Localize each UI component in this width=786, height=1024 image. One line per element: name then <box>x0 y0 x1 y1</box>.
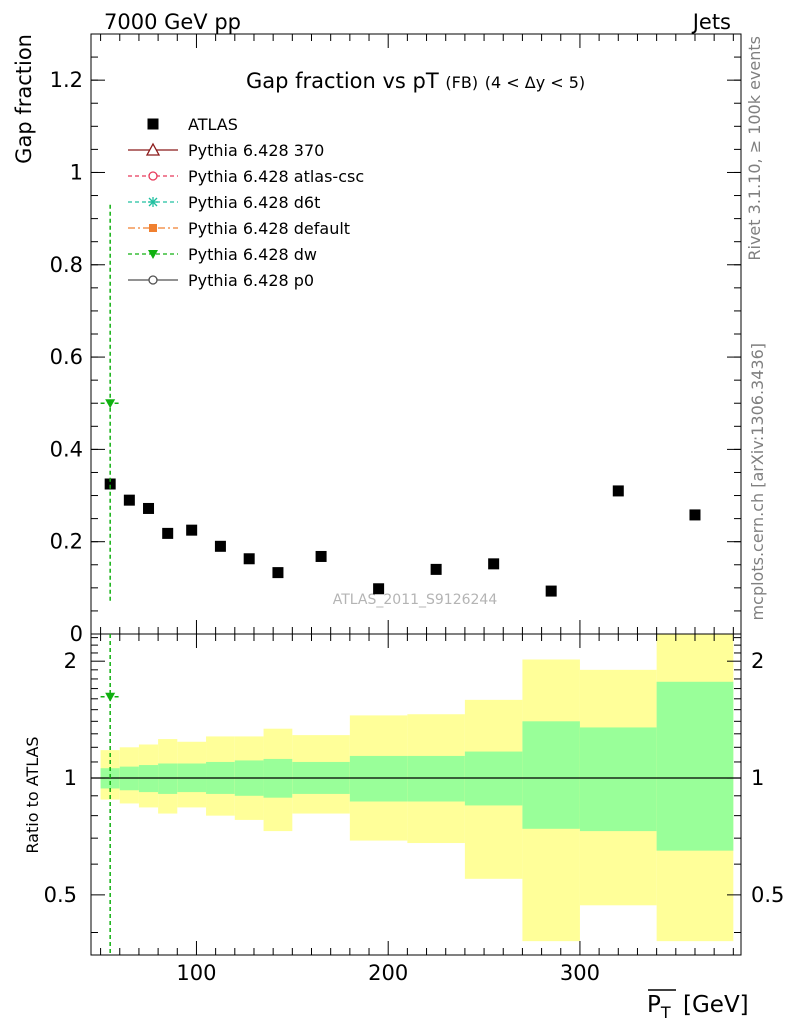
inner-band-bin <box>656 681 734 851</box>
main-ylabel: Gap fraction <box>12 34 36 164</box>
legend-marker-data <box>147 118 159 130</box>
legend-entry-atlascsc: Pythia 6.428 atlas-csc <box>128 167 364 186</box>
atlas-data-point <box>104 478 116 490</box>
legend-entry-dw: Pythia 6.428 dw <box>128 245 317 264</box>
main-y-tick-label: 0.6 <box>50 345 83 369</box>
legend-marker-default <box>149 224 157 232</box>
main-y-tick-label: 0 <box>70 622 83 646</box>
legend-entry-d6t: Pythia 6.428 d6t <box>128 193 320 212</box>
main-y-tick-label: 0.4 <box>50 437 83 461</box>
atlas-data-point <box>315 550 327 562</box>
dw-data-point <box>105 399 116 409</box>
legend-marker-atlascsc <box>148 171 158 181</box>
inner-band-bin <box>158 763 178 794</box>
x-axis-label-unit: [GeV] <box>683 992 749 1018</box>
main-title-sub: (FB) <box>445 73 478 92</box>
rivet-label: Rivet 3.1.10, ≥ 100k events <box>745 36 764 261</box>
atlas-data-point <box>162 527 174 539</box>
ratio-uncertainty-bands <box>91 634 741 942</box>
main-title: Gap fraction vs pT (FB) (4 < Δy < 5) <box>246 69 585 93</box>
legend-label-d6t: Pythia 6.428 d6t <box>188 193 320 212</box>
ratio-y-tick-label-right: 1 <box>751 766 764 790</box>
header-left: 7000 GeV pp <box>104 10 241 34</box>
x-tick-label: 200 <box>368 961 408 985</box>
legend-label-data: ATLAS <box>188 115 238 134</box>
atlas-data-point <box>430 563 442 575</box>
dw-ratio-point <box>105 692 116 702</box>
legend-label-default: Pythia 6.428 default <box>188 219 350 238</box>
inner-band-bin <box>349 755 408 802</box>
mcplots-label: mcplots.cern.ch [arXiv:1306.3436] <box>748 343 767 620</box>
atlas-data-point <box>123 494 135 506</box>
legend-entry-p370: Pythia 6.428 370 <box>128 141 324 160</box>
header-right: Jets <box>691 10 731 34</box>
legend: ATLAS Pythia 6.428 370 Pythia 6.428 atlas-… <box>128 115 364 290</box>
legend-label-p370: Pythia 6.428 370 <box>188 141 324 160</box>
atlas-data-point <box>214 540 226 552</box>
ratio-ylabel: Ratio to ATLAS <box>23 736 42 853</box>
legend-marker-dw <box>148 250 158 259</box>
ratio-y-tick-label: 2 <box>64 649 77 673</box>
atlas-data-point <box>186 524 198 536</box>
atlas-data-point <box>689 509 701 521</box>
atlas-data-point <box>488 558 500 570</box>
atlas-data-point <box>373 583 385 595</box>
legend-entry-p0: Pythia 6.428 p0 <box>128 271 314 290</box>
star-stroke <box>148 197 158 207</box>
main-y-tick-label: 0.2 <box>50 530 83 554</box>
atlas-data-point <box>272 567 284 579</box>
legend-marker-d6t <box>148 197 158 207</box>
legend-entry-data: ATLAS <box>147 115 238 134</box>
legend-entry-default: Pythia 6.428 default <box>128 219 350 238</box>
data-marks <box>100 204 701 955</box>
x-tick-label: 300 <box>560 961 600 985</box>
ratio-y-tick-label-right: 0.5 <box>751 883 784 907</box>
atlas-data-point <box>243 553 255 565</box>
legend-marker-p370 <box>145 142 161 156</box>
legend-label-p0: Pythia 6.428 p0 <box>188 271 314 290</box>
axes: 0 0.2 0.4 0.6 0.8 1 1.2 100 200 300 0.5 0.5 1 1 2 2 <box>44 33 784 985</box>
main-y-tick-label: 0.8 <box>50 253 83 277</box>
ratio-y-tick-label: 1 <box>64 766 77 790</box>
inner-band-bin <box>407 755 465 802</box>
legend-marker-p0 <box>148 275 158 285</box>
legend-label-atlascsc: Pythia 6.428 atlas-csc <box>188 167 364 186</box>
main-title-range: (4 < Δy < 5) <box>485 73 585 92</box>
atlas-data-point <box>612 485 624 497</box>
main-title-text: Gap fraction vs pT <box>246 69 439 93</box>
inner-band-bin <box>522 721 580 829</box>
ratio-y-tick-label-right: 2 <box>751 649 764 673</box>
atlas-data-point <box>545 585 557 597</box>
main-y-tick-label: 1 <box>70 160 83 184</box>
ratio-frame <box>90 633 742 956</box>
ratio-y-tick-label: 0.5 <box>44 883 77 907</box>
inner-band-bin <box>579 727 657 832</box>
watermark: ATLAS_2011_S9126244 <box>333 592 498 608</box>
main-y-tick-label: 1.2 <box>50 68 83 92</box>
atlas-data-point <box>143 502 155 514</box>
x-tick-label: 100 <box>176 961 216 985</box>
x-axis-label: PT [GeV] <box>647 989 749 1022</box>
legend-label-dw: Pythia 6.428 dw <box>188 245 317 264</box>
x-axis-label-pt: PT <box>647 992 671 1022</box>
